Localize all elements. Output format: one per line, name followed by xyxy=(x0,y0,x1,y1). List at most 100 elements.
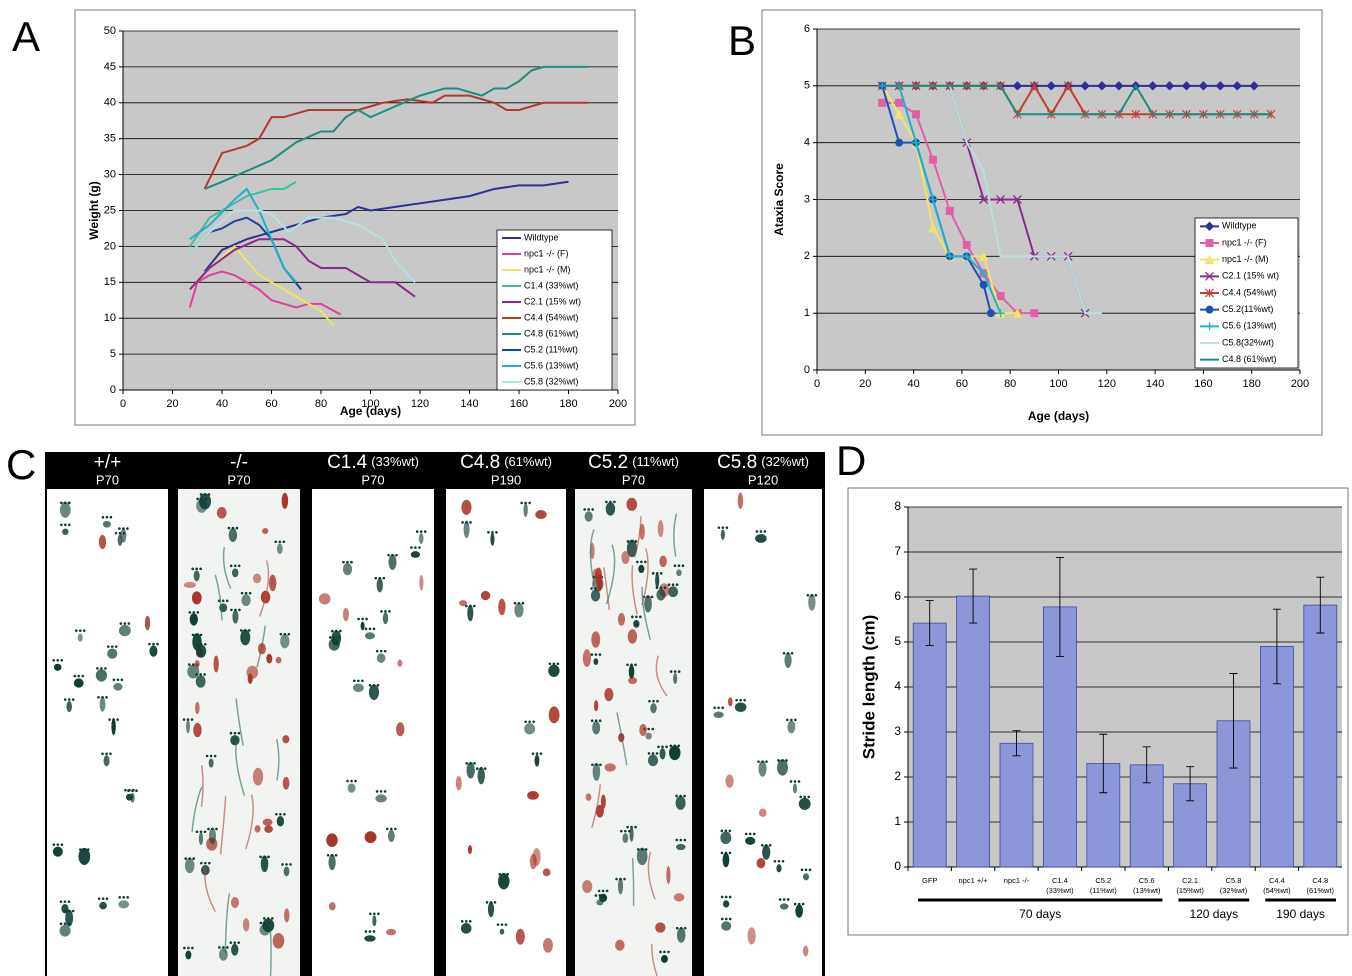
toe-print xyxy=(83,848,86,851)
toe-print xyxy=(203,673,206,676)
x-tick-label: C1.4 xyxy=(1052,876,1068,885)
marker xyxy=(1012,308,1023,318)
footprint xyxy=(276,543,283,555)
toe-print xyxy=(195,830,199,834)
footprint xyxy=(103,755,110,767)
toe-print xyxy=(82,629,86,632)
toe-print xyxy=(209,754,213,758)
toe-print xyxy=(673,744,677,748)
footprint xyxy=(734,702,747,712)
footprint xyxy=(523,502,528,517)
toe-print xyxy=(127,622,131,625)
toe-print xyxy=(552,662,556,666)
footprint xyxy=(758,760,767,777)
footprint xyxy=(254,825,261,833)
footprint xyxy=(419,574,424,591)
toe-print xyxy=(659,586,663,590)
toe-print xyxy=(647,727,650,731)
toe-print xyxy=(229,564,233,568)
toe-print xyxy=(184,857,188,860)
footprint xyxy=(673,673,678,685)
footprint xyxy=(633,619,640,628)
toe-print xyxy=(539,752,543,755)
footprint-track xyxy=(446,489,566,976)
toe-print xyxy=(748,832,752,836)
column-age: P120 xyxy=(748,472,778,487)
legend-label: C5.2 (11%wt) xyxy=(524,344,578,354)
toe-print xyxy=(124,788,127,792)
toe-print xyxy=(524,720,527,724)
toe-print xyxy=(495,531,498,534)
x-tick-label: (15%wt) xyxy=(1176,886,1204,895)
footprint xyxy=(617,612,626,626)
footprint xyxy=(397,659,403,667)
percent-wt: (32%wt) xyxy=(761,454,809,469)
toe-print xyxy=(278,540,282,544)
toe-print xyxy=(112,678,116,682)
toe-print xyxy=(667,583,671,587)
footprint xyxy=(676,927,686,943)
toe-print xyxy=(186,718,190,721)
series-line xyxy=(882,84,1002,314)
marker xyxy=(962,252,971,261)
footprint xyxy=(125,793,133,801)
footprint xyxy=(777,759,789,776)
toe-print xyxy=(237,564,241,568)
footprint xyxy=(218,948,228,961)
toe-print xyxy=(387,553,390,557)
toe-print xyxy=(650,595,654,599)
x-tick-label: 140 xyxy=(460,398,478,410)
toe-print xyxy=(60,659,64,662)
toe-print xyxy=(635,615,638,619)
toe-print xyxy=(126,896,129,899)
marker xyxy=(1204,254,1215,265)
footprint xyxy=(487,901,495,918)
toe-print xyxy=(101,752,104,756)
toe-print xyxy=(183,946,186,950)
footprint xyxy=(231,568,239,578)
footprint xyxy=(95,669,108,682)
toe-print xyxy=(213,754,217,758)
marker xyxy=(1249,81,1259,91)
toe-print xyxy=(626,540,630,543)
toe-print xyxy=(491,531,494,534)
x-tick-label: 120 xyxy=(1098,378,1116,390)
toe-print xyxy=(372,627,376,631)
footprint xyxy=(657,520,664,538)
toe-print xyxy=(728,895,732,899)
toe-print xyxy=(655,586,659,590)
toe-print xyxy=(368,684,372,687)
toe-print xyxy=(372,930,376,933)
legend-label: npc1 -/- (F) xyxy=(524,248,569,258)
y-tick-label: 40 xyxy=(104,97,116,109)
toe-print xyxy=(469,604,472,608)
toe-print xyxy=(78,629,82,632)
y-tick-label: 30 xyxy=(104,169,116,181)
toe-print xyxy=(109,515,113,519)
legend-label: C4.4 (54%wt) xyxy=(1222,287,1277,297)
toe-print xyxy=(263,855,266,859)
y-tick-label: 2 xyxy=(804,250,810,262)
marker xyxy=(996,195,1005,204)
x-tick-label: (61%wt) xyxy=(1307,886,1335,895)
genotype: C5.2 xyxy=(588,452,628,473)
footprint xyxy=(98,534,107,550)
footprint xyxy=(342,607,349,622)
toe-print xyxy=(122,896,125,899)
toe-print xyxy=(626,663,629,667)
x-tick-label: (33%wt) xyxy=(1046,886,1074,895)
marker xyxy=(928,155,937,164)
toe-print xyxy=(353,679,356,683)
toe-print xyxy=(513,601,517,605)
toe-print xyxy=(677,564,681,568)
toe-print xyxy=(199,493,203,496)
toe-print xyxy=(628,829,631,833)
toe-print xyxy=(675,926,679,930)
footprint xyxy=(262,528,269,535)
footprint xyxy=(382,612,389,625)
footprint xyxy=(737,492,744,509)
footprint xyxy=(185,950,192,960)
toe-print xyxy=(377,912,380,916)
footprint xyxy=(636,847,648,866)
error-bar xyxy=(1012,730,1021,757)
